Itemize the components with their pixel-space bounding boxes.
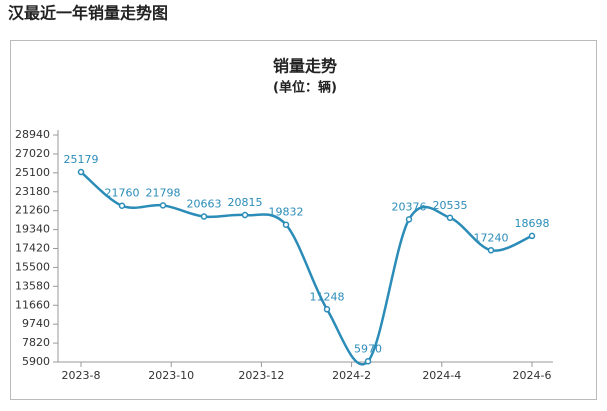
x-tick-label: 2024-4 <box>422 369 461 382</box>
chart-title: 销量走势 <box>273 57 337 76</box>
value-label: 5970 <box>354 342 382 355</box>
x-tick-label: 2024-2 <box>332 369 371 382</box>
x-tick-label: 2023-12 <box>238 369 284 382</box>
x-tick-label: 2023-10 <box>148 369 194 382</box>
y-tick-label: 23180 <box>15 185 50 198</box>
point <box>200 213 208 220</box>
point <box>282 221 290 228</box>
value-label: 20535 <box>433 199 468 212</box>
value-label: 17240 <box>474 231 509 244</box>
point <box>446 214 454 222</box>
point <box>159 202 167 209</box>
y-tick-label: 19340 <box>15 223 50 236</box>
point <box>364 358 372 365</box>
value-label: 11248 <box>310 290 345 303</box>
value-label: 20376 <box>392 200 427 213</box>
point <box>118 202 126 209</box>
y-tick-label: 17420 <box>15 242 50 255</box>
x-tick-label: 2023-8 <box>62 369 101 382</box>
y-tick-label: 7820 <box>22 336 50 349</box>
value-label: 20663 <box>187 198 222 211</box>
value-label: 19832 <box>269 206 304 219</box>
y-tick-label: 28940 <box>15 128 50 141</box>
y-tick-label: 5900 <box>22 355 50 368</box>
value-label: 25179 <box>64 153 99 166</box>
value-label: 18698 <box>515 217 550 230</box>
value-label: 20815 <box>228 196 263 209</box>
y-tick-label: 15500 <box>15 260 50 273</box>
y-tick-label: 21260 <box>15 204 50 217</box>
value-label: 21798 <box>146 186 181 199</box>
value-label: 21760 <box>105 187 140 200</box>
y-tick-label: 9740 <box>22 317 50 330</box>
y-tick-label: 13580 <box>15 279 50 292</box>
y-tick-label: 25100 <box>15 166 50 179</box>
point <box>77 168 85 176</box>
point <box>487 247 495 254</box>
point <box>405 216 413 223</box>
y-tick-label: 27020 <box>15 147 50 160</box>
y-tick-label: 11660 <box>15 298 50 311</box>
page-heading: 汉最近一年销量走势图 <box>8 4 168 23</box>
point <box>323 306 331 313</box>
chart-frame <box>10 40 597 400</box>
chart-subtitle: (单位：辆) <box>273 80 337 96</box>
x-tick-label: 2024-6 <box>513 369 552 382</box>
point <box>241 211 249 219</box>
point <box>528 232 536 240</box>
